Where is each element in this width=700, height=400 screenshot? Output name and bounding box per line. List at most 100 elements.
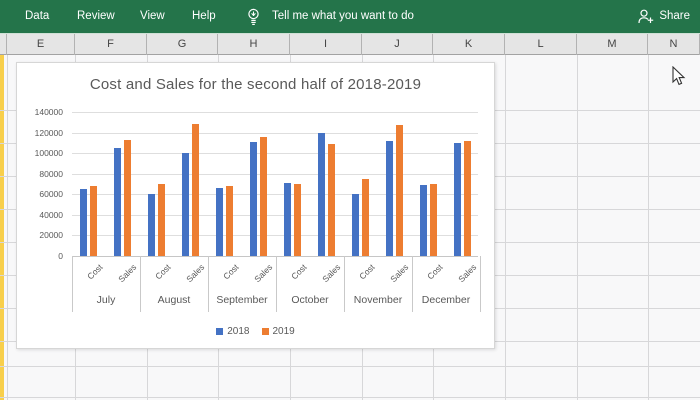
chart-gridline [72, 132, 478, 134]
lightbulb-icon [246, 7, 261, 27]
category-label: Sales [455, 262, 479, 285]
menu-help[interactable]: Help [192, 10, 216, 22]
category-label: Sales [115, 262, 139, 285]
column-header-J[interactable]: J [362, 34, 433, 55]
sheet-gridline-v [648, 55, 649, 400]
legend-entry-2019[interactable]: 2019 [261, 326, 295, 337]
bar-2018-july-sales[interactable] [114, 148, 121, 256]
column-header-L[interactable]: L [505, 34, 577, 55]
y-axis-tick-label: 120000 [34, 127, 63, 138]
share-person-plus-icon [638, 8, 654, 25]
y-axis-tick-label: 40000 [39, 209, 63, 220]
bar-2019-november-sales[interactable] [396, 125, 403, 256]
mouse-cursor [672, 65, 686, 91]
month-label-august: August [157, 294, 191, 306]
category-label: Cost [220, 262, 241, 282]
axis-group-separator [140, 256, 141, 312]
bar-2019-august-cost[interactable] [158, 184, 165, 256]
bar-2019-december-sales[interactable] [464, 141, 471, 256]
legend-label: 2018 [227, 326, 250, 337]
legend-swatch [216, 328, 224, 335]
column-header-F[interactable]: F [75, 34, 147, 55]
menu-review[interactable]: Review [77, 10, 115, 22]
bar-2019-july-sales[interactable] [124, 140, 131, 256]
bar-2019-september-cost[interactable] [226, 186, 233, 256]
column-header-H[interactable]: H [218, 34, 290, 55]
sheet-gridline-h [0, 366, 700, 367]
bar-2019-october-cost[interactable] [294, 184, 301, 256]
category-label: Cost [424, 262, 445, 282]
month-label-july: July [96, 294, 116, 306]
category-label: Sales [251, 262, 275, 285]
category-label: Sales [387, 262, 411, 285]
bar-2018-september-sales[interactable] [250, 142, 257, 256]
chart-gridline [72, 112, 478, 113]
bar-2019-november-cost[interactable] [362, 179, 369, 256]
chart-gridline [72, 235, 478, 237]
category-label: Sales [183, 262, 207, 285]
category-label: Cost [152, 262, 173, 282]
column-header-I[interactable]: I [290, 34, 362, 55]
chart-gridline [72, 153, 478, 155]
highlighted-column-edge [0, 55, 4, 400]
menu-data[interactable]: Data [25, 10, 50, 22]
chart-object[interactable]: Cost and Sales for the second half of 20… [16, 62, 495, 349]
column-header-G[interactable]: G [147, 34, 218, 55]
bar-2018-july-cost[interactable] [80, 189, 87, 256]
y-axis-tick-label: 100000 [34, 148, 63, 159]
x-axis-line [72, 256, 478, 257]
column-header-stub [0, 34, 7, 55]
bar-2018-august-cost[interactable] [148, 194, 155, 256]
sheet-gridline-h [0, 397, 700, 398]
axis-group-separator [208, 256, 209, 312]
sheet-gridline-v [7, 55, 8, 400]
y-axis-tick-label: 80000 [39, 168, 63, 179]
column-header-K[interactable]: K [433, 34, 505, 55]
bar-2019-august-sales[interactable] [192, 124, 199, 256]
legend-swatch [261, 328, 269, 335]
bar-2019-july-cost[interactable] [90, 186, 97, 256]
bar-2018-november-cost[interactable] [352, 194, 359, 256]
bar-2019-september-sales[interactable] [260, 137, 267, 256]
axis-group-separator [412, 256, 413, 312]
bar-2018-december-sales[interactable] [454, 143, 461, 256]
axis-group-separator [276, 256, 277, 312]
category-label: Cost [356, 262, 377, 282]
month-label-september: September [216, 294, 268, 306]
bar-2018-october-cost[interactable] [284, 183, 291, 256]
y-axis-tick-label: 0 [58, 251, 63, 261]
share-button[interactable]: Share [638, 0, 690, 33]
bar-2018-september-cost[interactable] [216, 188, 223, 256]
bar-2019-october-sales[interactable] [328, 144, 335, 256]
chart-gridline [72, 214, 478, 216]
sheet-gridline-v [505, 55, 506, 400]
column-header-M[interactable]: M [577, 34, 648, 55]
legend-entry-2018[interactable]: 2018 [216, 326, 250, 337]
column-header-N[interactable]: N [648, 34, 700, 55]
bar-2018-november-sales[interactable] [386, 141, 393, 256]
bar-2019-december-cost[interactable] [430, 184, 437, 256]
y-axis-tick-label: 20000 [39, 230, 63, 241]
category-label: Sales [319, 262, 343, 285]
bar-2018-august-sales[interactable] [182, 153, 189, 256]
y-axis-tick-label: 60000 [39, 189, 63, 200]
month-label-october: October [291, 294, 329, 306]
menu-view[interactable]: View [140, 10, 165, 22]
ribbon: Data Review View Help Tell me what you w… [0, 0, 700, 33]
axis-group-separator [480, 256, 481, 312]
y-axis-tick-label: 140000 [34, 107, 63, 117]
bar-2018-december-cost[interactable] [420, 185, 427, 256]
month-label-december: December [421, 294, 471, 306]
category-label: Cost [288, 262, 309, 282]
bar-2018-october-sales[interactable] [318, 133, 325, 256]
category-label: Cost [84, 262, 105, 282]
chart-gridline [72, 194, 478, 196]
legend-label: 2019 [272, 326, 295, 337]
tell-me-box[interactable]: Tell me what you want to do [272, 10, 414, 22]
axis-group-separator [344, 256, 345, 312]
column-header-E[interactable]: E [7, 34, 75, 55]
share-label: Share [659, 10, 690, 22]
chart-legend[interactable]: 2018 2019 [17, 326, 494, 337]
sheet-gridline-v [577, 55, 578, 400]
